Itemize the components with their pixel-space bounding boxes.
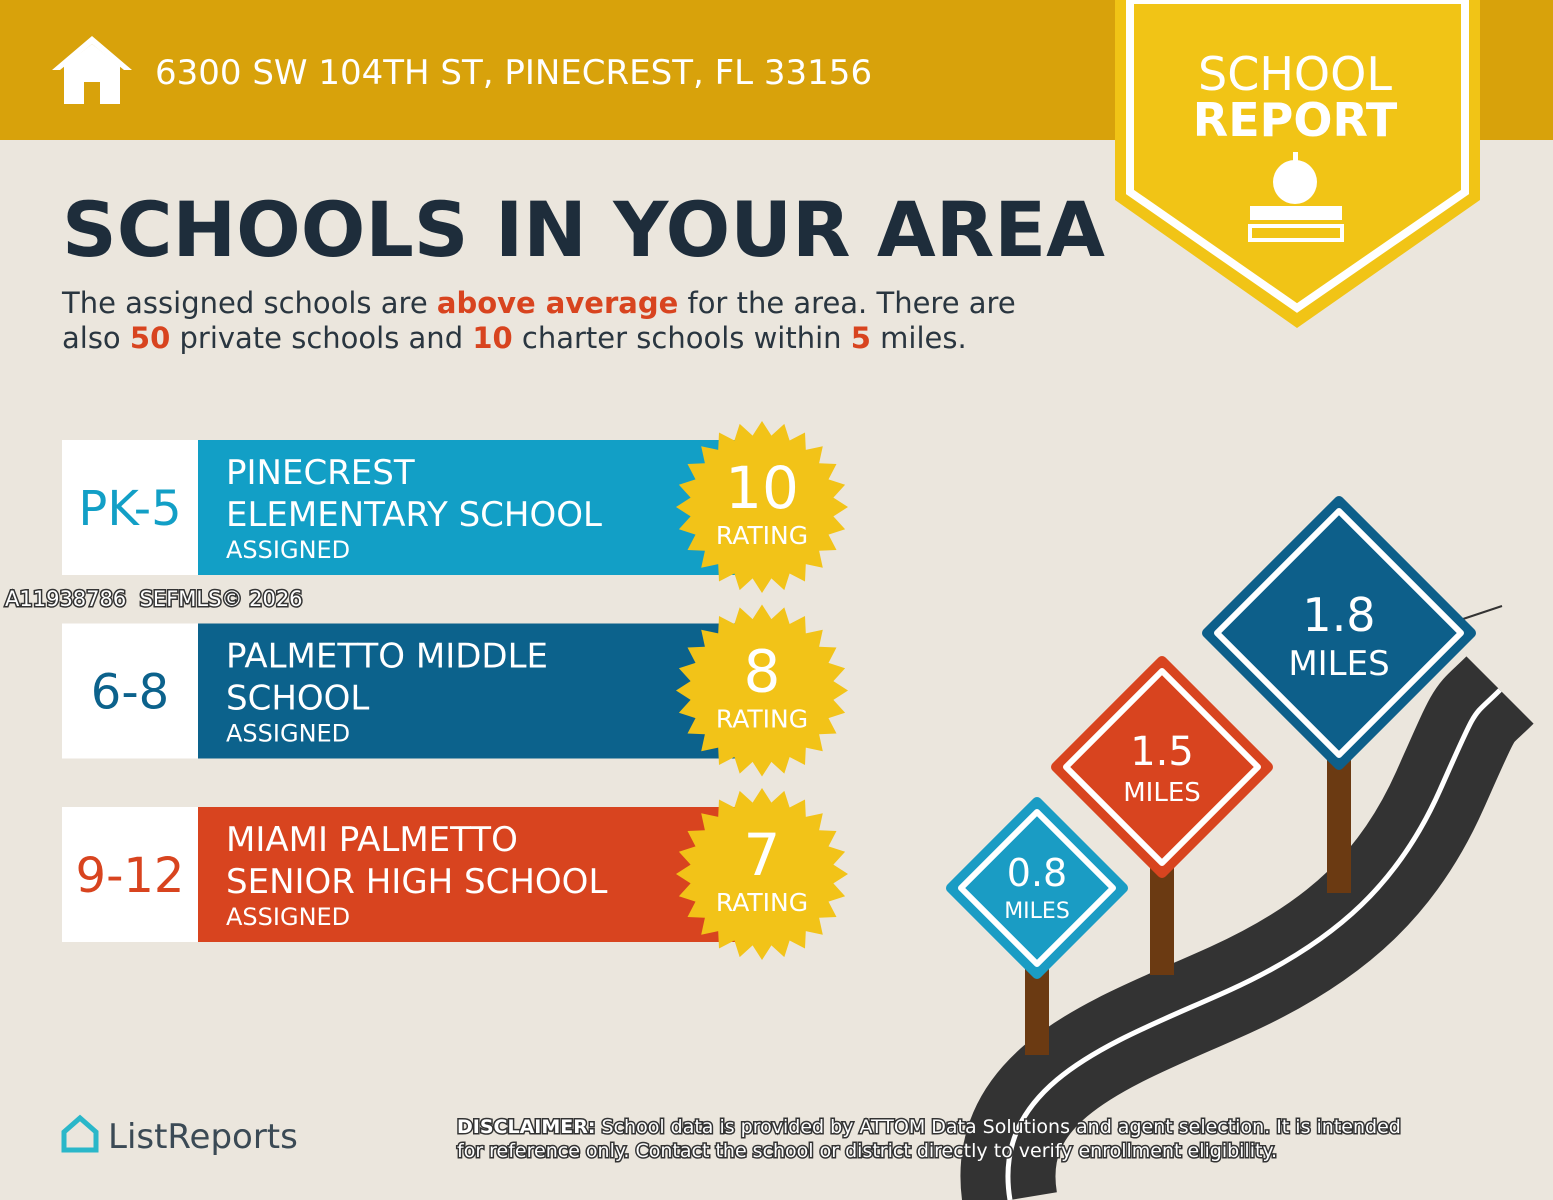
intro-text: for the area. There are (678, 286, 1015, 320)
disclaimer-label: DISCLAIMER: (457, 1116, 595, 1138)
intro-text: charter schools within (513, 321, 851, 355)
school-name: MIAMI PALMETTO (226, 820, 518, 860)
disclaimer: DISCLAIMER: School data is provided by A… (457, 1116, 1401, 1138)
rating-label: RATING (716, 705, 808, 734)
rating-badge (676, 788, 848, 960)
grade: 9-12 (76, 848, 185, 904)
grade: 6-8 (91, 665, 169, 721)
intro-highlight: above average (437, 286, 678, 320)
intro: The assigned schools are above average f… (61, 286, 1016, 355)
title: SCHOOLS IN YOUR AREA (62, 185, 1105, 274)
grade: PK-5 (78, 481, 181, 537)
intro-text: private schools and (170, 321, 472, 355)
intro-line: also 50 private schools and 10 charter s… (62, 321, 967, 355)
intro-highlight: 10 (472, 321, 512, 355)
intro-highlight: 50 (130, 321, 170, 355)
sign-unit: MILES (1123, 778, 1201, 808)
school-name: PALMETTO MIDDLE (226, 637, 548, 677)
sign-border (1214, 508, 1464, 758)
school-status: ASSIGNED (226, 536, 350, 564)
house-icon (52, 36, 132, 104)
school-name: SCHOOL (226, 679, 369, 719)
rating: 8 (744, 638, 781, 706)
apple-books-icon (1248, 152, 1344, 242)
sign-unit: MILES (1288, 644, 1389, 684)
school-bar (198, 807, 758, 942)
badge-line: REPORT (1193, 93, 1398, 147)
intro-text: The assigned schools are (61, 286, 437, 320)
badge-line: SCHOOL (1198, 47, 1392, 101)
rating: 7 (744, 821, 781, 889)
rating-label: RATING (716, 888, 808, 917)
watermark: A11938786 SEFMLS© 2026 (5, 587, 303, 611)
sign-distance: 1.8 (1302, 588, 1375, 642)
intro-highlight: 5 (851, 321, 871, 355)
disclaimer-text: School data is provided by ATTOM Data So… (602, 1116, 1401, 1138)
rating-label: RATING (716, 521, 808, 550)
intro-text: miles. (871, 321, 967, 355)
grade-box (62, 440, 198, 575)
sign-unit: MILES (1004, 899, 1070, 924)
distance-sign: 0.8 MILES (946, 797, 1128, 1055)
intro-line: The assigned schools are above average f… (61, 286, 1016, 320)
school-bar (198, 623, 758, 759)
rating-badge (676, 604, 848, 777)
badge: SCHOOL REPORT (1115, 0, 1480, 328)
school-status: ASSIGNED (226, 720, 350, 748)
school-name: ELEMENTARY SCHOOL (226, 495, 602, 535)
sign-distance: 0.8 (1007, 851, 1067, 895)
sign-border (1063, 668, 1261, 866)
sign-face (946, 797, 1128, 979)
grade-box (62, 623, 198, 759)
school-name: SENIOR HIGH SCHOOL (226, 862, 607, 902)
school-bar (198, 440, 758, 575)
road (960, 605, 1534, 1200)
sign-distance: 1.5 (1130, 729, 1194, 775)
school-status: ASSIGNED (226, 903, 350, 931)
school-name: PINECREST (226, 453, 415, 493)
sign-face (1202, 496, 1476, 770)
rating: 10 (725, 454, 799, 522)
disclaimer: for reference only. Contact the school o… (457, 1140, 1277, 1162)
sign-face (1051, 656, 1273, 878)
logo-icon (61, 1114, 99, 1153)
address: 6300 SW 104TH ST, PINECREST, FL 33156 (155, 53, 872, 93)
sign-border (958, 809, 1116, 967)
rating-badge (676, 421, 848, 593)
logo: ListReports (108, 1117, 298, 1157)
intro-text: also (62, 321, 130, 355)
grade-box (62, 807, 198, 942)
